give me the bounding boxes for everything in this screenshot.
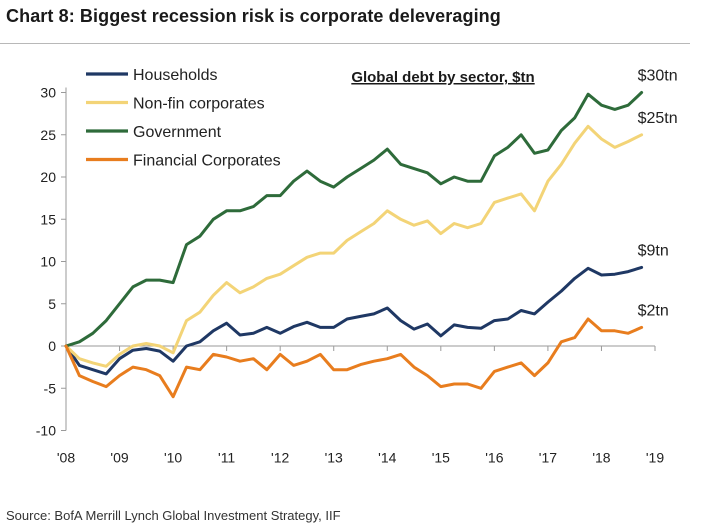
y-tick-label: 15	[40, 211, 56, 227]
x-tick-label: '11	[218, 450, 235, 466]
x-tick-label: '19	[646, 450, 664, 466]
end-value-label: $2tn	[638, 302, 669, 319]
legend-label-government: Government	[133, 124, 222, 141]
series-line-non-fin-corporates	[64, 124, 644, 368]
series-line-government	[64, 91, 644, 348]
x-tick-label: '17	[539, 450, 557, 466]
y-tick-label: -10	[36, 423, 56, 439]
end-value-label: $25tn	[638, 110, 678, 127]
y-tick-label: 20	[40, 169, 56, 185]
chart-title: Chart 8: Biggest recession risk is corpo…	[6, 6, 501, 26]
legend-label-financial-corporates: Financial Corporates	[133, 153, 281, 170]
y-tick-label: 30	[40, 85, 56, 101]
end-value-label: $9tn	[638, 242, 669, 259]
y-tick-label: -5	[44, 380, 57, 396]
y-tick-label: 25	[40, 127, 56, 143]
legend-label-non-fin-corporates: Non-fin corporates	[133, 96, 265, 113]
title-divider	[0, 43, 690, 44]
legend-label-households: Households	[133, 67, 218, 84]
y-tick-label: 5	[48, 296, 56, 312]
x-tick-label: '16	[485, 450, 503, 466]
y-tick-label: 10	[40, 254, 56, 270]
x-tick-label: '09	[110, 450, 128, 466]
x-tick-label: '08	[57, 450, 75, 466]
plot-title: Global debt by sector, $tn	[351, 69, 534, 86]
series-line-households	[64, 265, 644, 376]
source-note: Source: BofA Merrill Lynch Global Invest…	[6, 508, 341, 523]
x-tick-label: '18	[592, 450, 610, 466]
x-tick-label: '13	[325, 450, 343, 466]
x-tick-label: '12	[271, 450, 289, 466]
x-tick-label: '14	[378, 450, 396, 466]
series-line-financial-corporates	[64, 317, 644, 399]
x-tick-label: '15	[432, 450, 450, 466]
y-tick-label: 0	[48, 338, 56, 354]
end-value-label: $30tn	[638, 68, 678, 85]
x-tick-label: '10	[164, 450, 182, 466]
